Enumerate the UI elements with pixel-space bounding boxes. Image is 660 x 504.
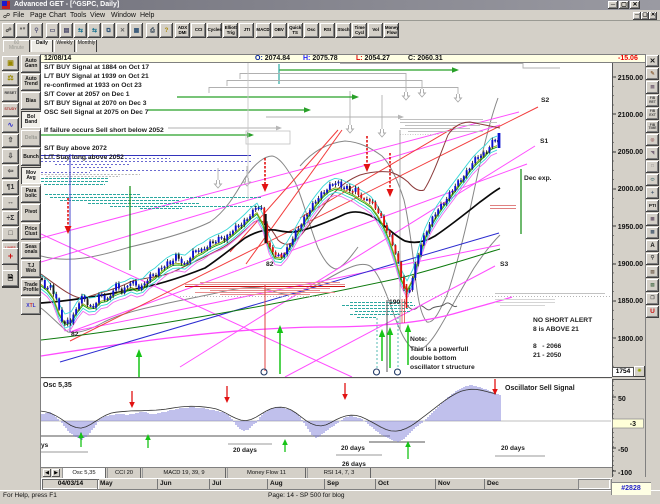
svg-text:1850.00: 1850.00 xyxy=(618,298,643,305)
svg-text:2000.00: 2000.00 xyxy=(618,186,643,193)
svg-text:Osc 5,35: Osc 5,35 xyxy=(43,382,72,389)
svg-text:S2: S2 xyxy=(541,97,549,104)
svg-text:190: 190 xyxy=(389,299,400,306)
svg-text:S/T Buy above 2072: S/T Buy above 2072 xyxy=(44,145,107,152)
svg-text:double bottom: double bottom xyxy=(410,355,456,362)
svg-text:8 is ABOVE 21: 8 is ABOVE 21 xyxy=(533,326,579,333)
svg-text:20 days: 20 days xyxy=(341,445,365,452)
svg-text:S/T Cover at 2057 on Dec 1: S/T Cover at 2057 on Dec 1 xyxy=(44,91,130,98)
svg-text:S1: S1 xyxy=(540,138,548,145)
svg-text:oscillator t structure: oscillator t structure xyxy=(410,364,475,371)
svg-text:ys: ys xyxy=(41,442,49,449)
svg-text:S3: S3 xyxy=(500,261,508,268)
svg-text:S/T BUY Signal at 2070 on Dec: S/T BUY Signal at 2070 on Dec 3 xyxy=(44,100,147,107)
svg-text:21 - 2050: 21 - 2050 xyxy=(533,352,562,359)
svg-text:This is a powerfull: This is a powerfull xyxy=(410,346,468,353)
svg-text:-100: -100 xyxy=(618,470,632,477)
svg-text:If failure occurs Sell short b: If failure occurs Sell short below 2052 xyxy=(44,127,164,134)
svg-text:OSC Sell Signal at 2075 on Dec: OSC Sell Signal at 2075 on Dec 7 xyxy=(44,109,149,116)
svg-text:26 days: 26 days xyxy=(342,461,366,468)
svg-text:NO SHORT ALERT: NO SHORT ALERT xyxy=(533,317,593,324)
svg-text:20 days: 20 days xyxy=(501,445,525,452)
svg-text:82: 82 xyxy=(266,261,274,268)
svg-text:Oscillator Sell Signal: Oscillator Sell Signal xyxy=(505,385,575,392)
svg-text:1800.00: 1800.00 xyxy=(618,336,643,343)
svg-text:re-confirmed at 1933 on Oct 23: re-confirmed at 1933 on Oct 23 xyxy=(44,82,142,89)
svg-text:-50: -50 xyxy=(618,447,628,454)
svg-text:8 - 2066: 8 - 2066 xyxy=(533,343,562,350)
svg-text:L/T Stay long above 2052: L/T Stay long above 2052 xyxy=(44,154,124,161)
svg-text:2100.00: 2100.00 xyxy=(618,112,643,119)
svg-text:1900.00: 1900.00 xyxy=(618,261,643,268)
svg-text:Note:: Note: xyxy=(410,336,427,343)
svg-text:1950.00: 1950.00 xyxy=(618,224,643,231)
svg-text:2050.00: 2050.00 xyxy=(618,149,643,156)
svg-text:50: 50 xyxy=(618,396,626,403)
svg-text:L/T BUY Signal at 1939 on Oct: L/T BUY Signal at 1939 on Oct 21 xyxy=(44,73,149,80)
svg-text:Dec exp.: Dec exp. xyxy=(524,175,552,182)
svg-text:2150.00: 2150.00 xyxy=(618,75,643,82)
svg-text:82: 82 xyxy=(71,331,79,338)
svg-text:20 days: 20 days xyxy=(233,447,257,454)
svg-text:-3: -3 xyxy=(630,421,636,428)
svg-text:S/T BUY Signal at 1884 on Oct: S/T BUY Signal at 1884 on Oct 17 xyxy=(44,64,149,71)
